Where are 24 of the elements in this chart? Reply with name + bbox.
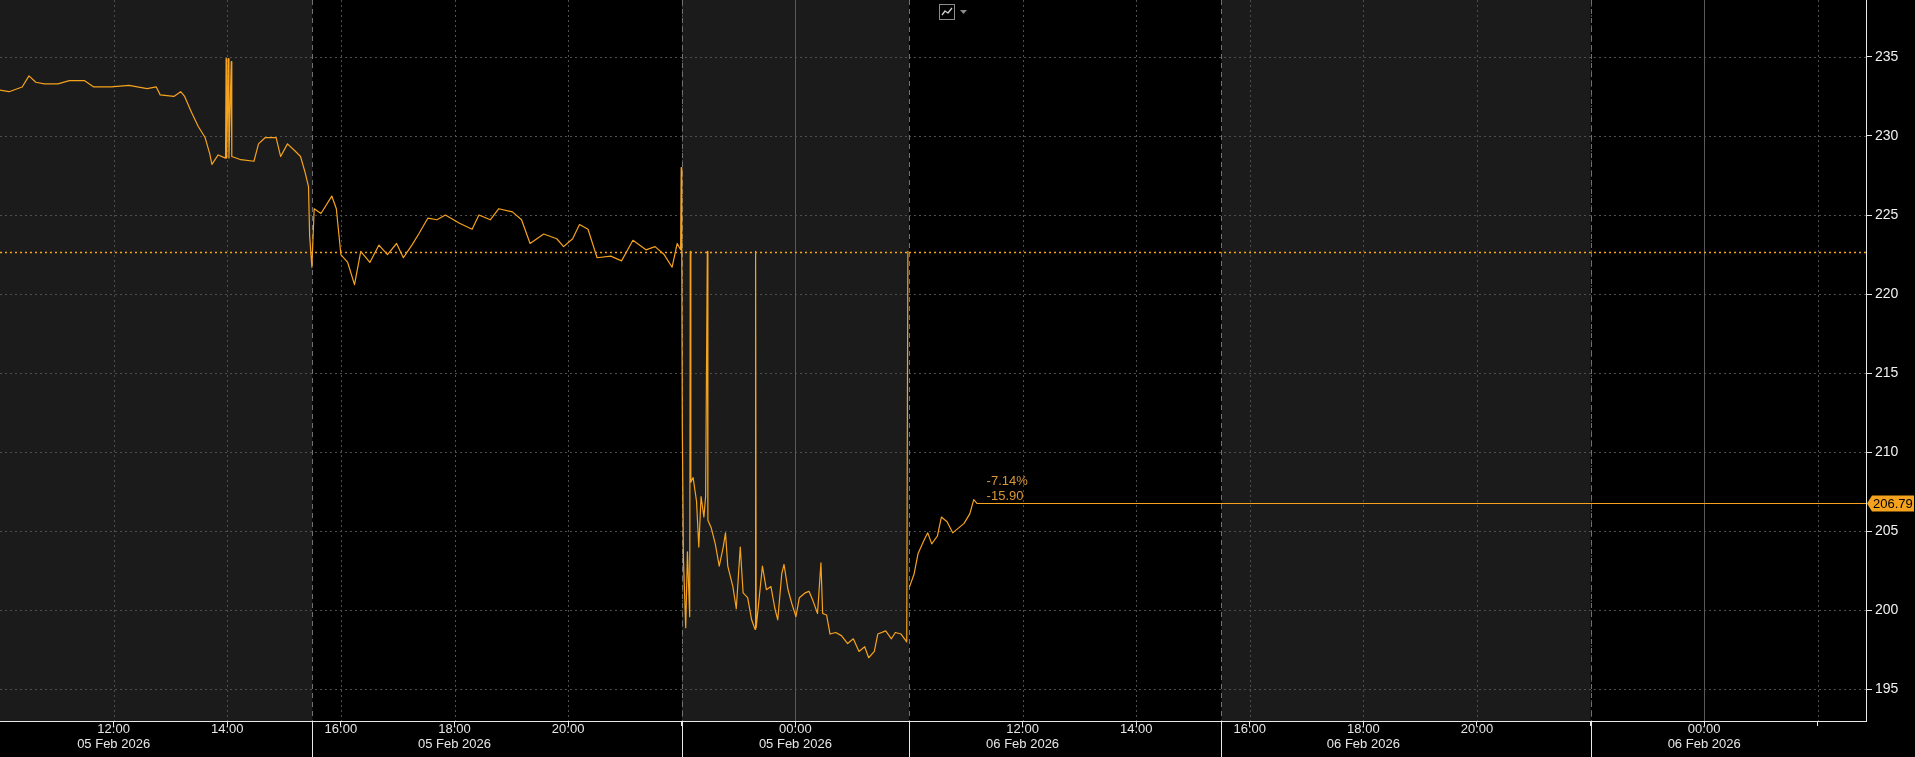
x-tick-label: 12:00 06 Feb 2026 <box>986 721 1060 751</box>
x-tick-label: 12:00 05 Feb 2026 <box>77 721 151 751</box>
x-tick-label: 00:00 06 Feb 2026 <box>1667 721 1741 751</box>
y-tick-label: 225 <box>1875 205 1899 222</box>
x-tick-label: 16:00 <box>1233 721 1267 737</box>
x-tick-label: 18:00 06 Feb 2026 <box>1326 721 1400 751</box>
y-tick-label: 195 <box>1875 680 1899 697</box>
y-tick-label: 230 <box>1875 126 1899 143</box>
y-tick-label: 235 <box>1875 47 1899 64</box>
annotation: -7.14% <box>986 472 1029 488</box>
x-tick-label: 00:00 05 Feb 2026 <box>758 721 832 751</box>
x-tick-label: 14:00 <box>210 721 244 737</box>
y-tick-label: 220 <box>1875 284 1899 301</box>
ref-line-label: 206.79 <box>1873 496 1913 512</box>
x-tick-label: 20:00 <box>551 721 585 737</box>
y-tick-label: 205 <box>1875 522 1899 539</box>
y-tick-label: 210 <box>1875 443 1899 460</box>
y-tick-label: 200 <box>1875 601 1899 618</box>
x-tick-label: 18:00 05 Feb 2026 <box>417 721 492 751</box>
annotation: -15.90 <box>986 487 1024 503</box>
x-tick-label: 16:00 <box>324 721 358 737</box>
x-tick-label: 20:00 <box>1460 721 1494 737</box>
x-tick-label: 14:00 <box>1119 721 1153 737</box>
y-tick-label: 215 <box>1875 364 1899 381</box>
